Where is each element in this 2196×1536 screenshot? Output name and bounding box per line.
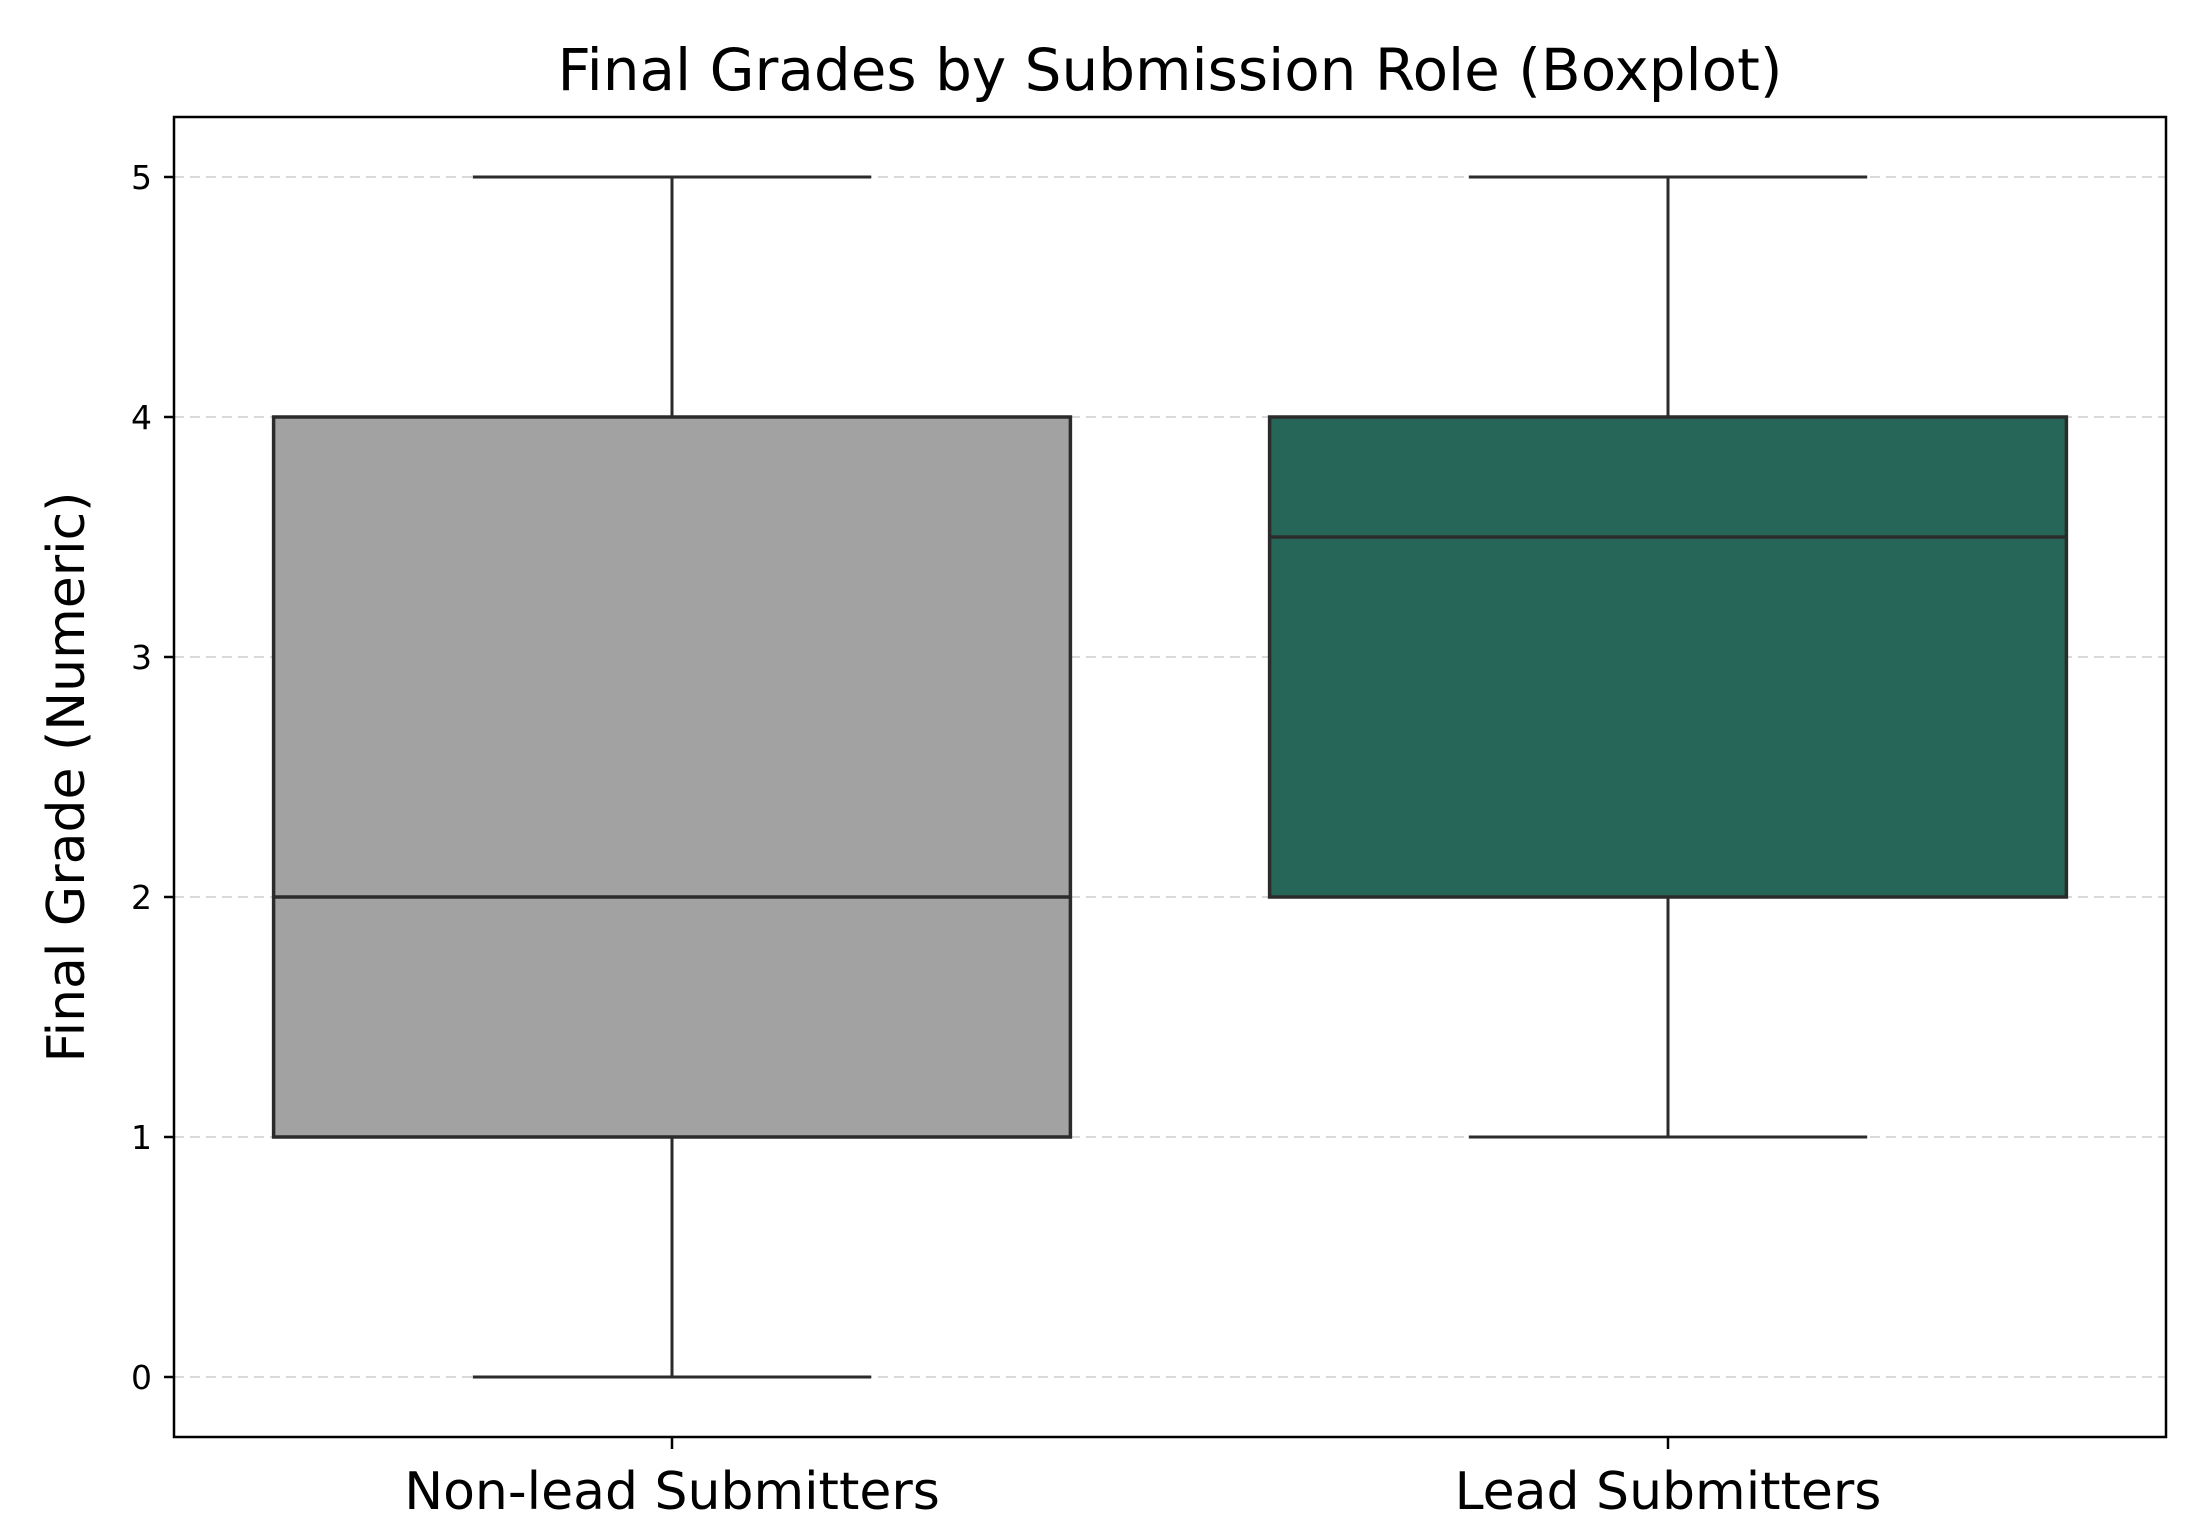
tick-layer: 0 1 2 3 4 5 Non-lead Submitters Lead Submitters (131, 158, 1881, 1522)
grid-layer (174, 176, 2166, 1378)
x-tick-label-1: Lead Submitters (1455, 1462, 1882, 1522)
x-tick-label-0: Non-lead Submitters (404, 1462, 940, 1522)
y-tick-label-0: 0 (131, 1358, 152, 1397)
box-group-1 (1267, 175, 2069, 1139)
y-tick-label-5: 5 (131, 158, 152, 197)
box-layer (271, 175, 2069, 1379)
y-tick-label-4: 4 (131, 398, 152, 437)
y-tick-label-1: 1 (131, 1118, 152, 1157)
chart-title: Final Grades by Submission Role (Boxplot… (557, 36, 1782, 104)
y-axis-label: Final Grade (Numeric) (37, 492, 97, 1063)
plot-frame (172, 115, 2168, 1439)
box-iqr-0 (271, 415, 1073, 1139)
y-tick-label-2: 2 (131, 878, 152, 917)
box-iqr-1 (1267, 415, 2069, 899)
box-group-0 (271, 175, 1073, 1379)
y-tick-label-3: 3 (131, 638, 152, 677)
